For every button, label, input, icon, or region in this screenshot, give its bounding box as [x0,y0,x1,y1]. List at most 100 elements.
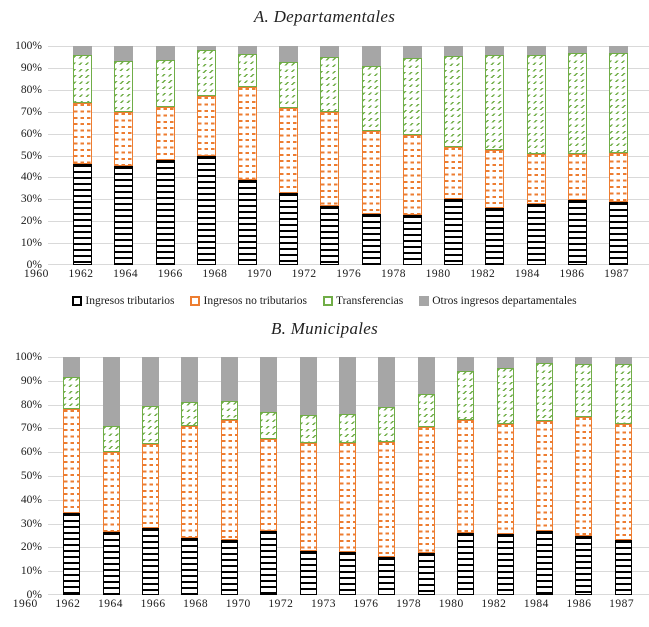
segment-transferencias-1968 [220,401,238,421]
segment-otros-ingresos-departamentales-1960 [63,357,81,378]
segment-transferencias-1976 [361,65,381,132]
legend-swatch-ingresos-tributarios [72,296,83,306]
segment-ingresos-tributarios-1970 [279,192,299,265]
x-tick-label-1972: 1972 [291,268,317,280]
y-tick-label-20: 20% [20,215,42,228]
bar-municipales-1960 [63,357,81,595]
x-tick-label-1968: 1968 [202,268,228,280]
segment-transferencias-1982 [496,367,514,424]
segment-ingresos-tributarios-1964 [155,159,175,265]
segment-ingresos-tributarios-1987 [608,201,628,265]
segment-transferencias-1962 [102,426,120,453]
segment-ingresos-no-tributarios-1982 [496,423,514,535]
x-slot-1960: 1960 [14,268,59,280]
segment-ingresos-no-tributarios-1976 [378,441,396,557]
gridline-0 [48,264,649,265]
segment-ingresos-tributarios-1980 [457,533,475,595]
x-tick-label-1978: 1978 [396,598,422,610]
segment-ingresos-tributarios-1986 [575,535,593,595]
segment-otros-ingresos-departamentales-1960 [73,46,93,55]
segment-transferencias-1978 [417,393,435,428]
x-slot-1960: 1960 [4,598,47,610]
legend-item-ingresos-tributarios: Ingresos tributarios [72,295,174,307]
segment-ingresos-no-tributarios-1984 [526,154,546,204]
bar-slot-1987 [604,357,643,595]
segment-ingresos-tributarios-1980 [444,199,464,265]
y-tick-label-50: 50% [20,470,42,482]
bar-slot-1972 [309,46,350,265]
bar-slot-1978 [407,357,446,595]
segment-ingresos-no-tributarios-1984 [536,421,554,531]
x-tick-label-1986: 1986 [559,268,585,280]
segment-otros-ingresos-departamentales-1986 [567,46,587,53]
segment-otros-ingresos-departamentales-1984 [526,46,546,55]
x-slot-1964: 1964 [89,598,132,610]
x-slot-1970: 1970 [237,268,282,280]
segment-transferencias-1972 [299,415,317,443]
bar-slot-1982 [474,46,515,265]
bar-slot-1984 [525,357,564,595]
segment-ingresos-tributarios-1960 [73,164,93,265]
y-tick-label-10: 10% [20,565,42,578]
segment-ingresos-tributarios-1976 [361,213,381,265]
x-tick-label-1986: 1986 [566,598,592,610]
y-tick-label-40: 40% [20,493,42,506]
bar-slot-1986 [564,357,603,595]
bar-slot-1966 [186,46,227,265]
bar-slot-1978 [392,46,433,265]
bar-departamentales-1987 [608,46,628,265]
bar-departamentales-1976 [361,46,381,265]
legend-label-ingresos-tributarios: Ingresos tributarios [85,295,175,307]
y-tick-label-40: 40% [20,171,42,184]
x-tick-label-1964: 1964 [113,268,139,280]
bar-slot-1980 [433,46,474,265]
x-slot-1980: 1980 [416,268,461,280]
bar-municipales-1976 [378,357,396,595]
x-tick-label-1976: 1976 [353,598,379,610]
bar-slot-1984 [515,46,556,265]
bar-departamentales-1982 [485,46,505,265]
x-tick-label-1972: 1972 [268,598,294,610]
x-slot-1986: 1986 [550,268,595,280]
bar-slot-1970 [249,357,288,595]
bar-slot-1964 [144,46,185,265]
segment-ingresos-no-tributarios-1962 [114,111,134,167]
plot-area-departamentales [48,46,649,265]
segment-transferencias-1968 [237,53,257,87]
segment-otros-ingresos-departamentales-1976 [378,357,396,407]
legend-item-transferencias: Transferencias [322,295,403,307]
legend: Ingresos tributarios Ingresos no tributar… [0,295,649,307]
y-tick-label-100: 100% [15,40,42,52]
bar-slot-1972 [288,357,327,595]
segment-otros-ingresos-departamentales-1970 [279,46,299,63]
x-slot-1968: 1968 [174,598,217,610]
x-tick-label-1973: 1973 [310,598,336,610]
x-tick-label-1976: 1976 [336,268,362,280]
segment-ingresos-tributarios-1986 [567,200,587,265]
segment-ingresos-tributarios-1970 [260,530,278,595]
segment-ingresos-tributarios-1960 [63,512,81,595]
gridline-80 [48,89,649,91]
segment-ingresos-tributarios-1964 [142,528,160,595]
x-slot-1980: 1980 [430,598,473,610]
segment-ingresos-no-tributarios-1964 [142,443,160,529]
y-tick-label-0: 0% [26,589,42,601]
segment-otros-ingresos-departamentales-1968 [237,46,257,54]
x-slot-1966: 1966 [132,598,175,610]
plot-area-municipales [48,357,649,595]
segment-otros-ingresos-departamentales-1968 [220,357,238,402]
segment-ingresos-no-tributarios-1962 [102,452,120,532]
x-slot-1964: 1964 [103,268,148,280]
segment-ingresos-no-tributarios-1982 [485,150,505,209]
segment-ingresos-tributarios-1962 [102,531,120,595]
y-tick-label-30: 30% [20,193,42,206]
x-slot-1984: 1984 [515,598,558,610]
segment-otros-ingresos-departamentales-1987 [608,46,628,53]
x-tick-label-1964: 1964 [97,598,123,610]
segment-transferencias-1984 [526,54,546,155]
segment-ingresos-no-tributarios-1976 [361,131,381,214]
x-slot-1968: 1968 [193,268,238,280]
y-tick-label-80: 80% [20,398,42,411]
bar-municipales-1966 [181,357,199,595]
